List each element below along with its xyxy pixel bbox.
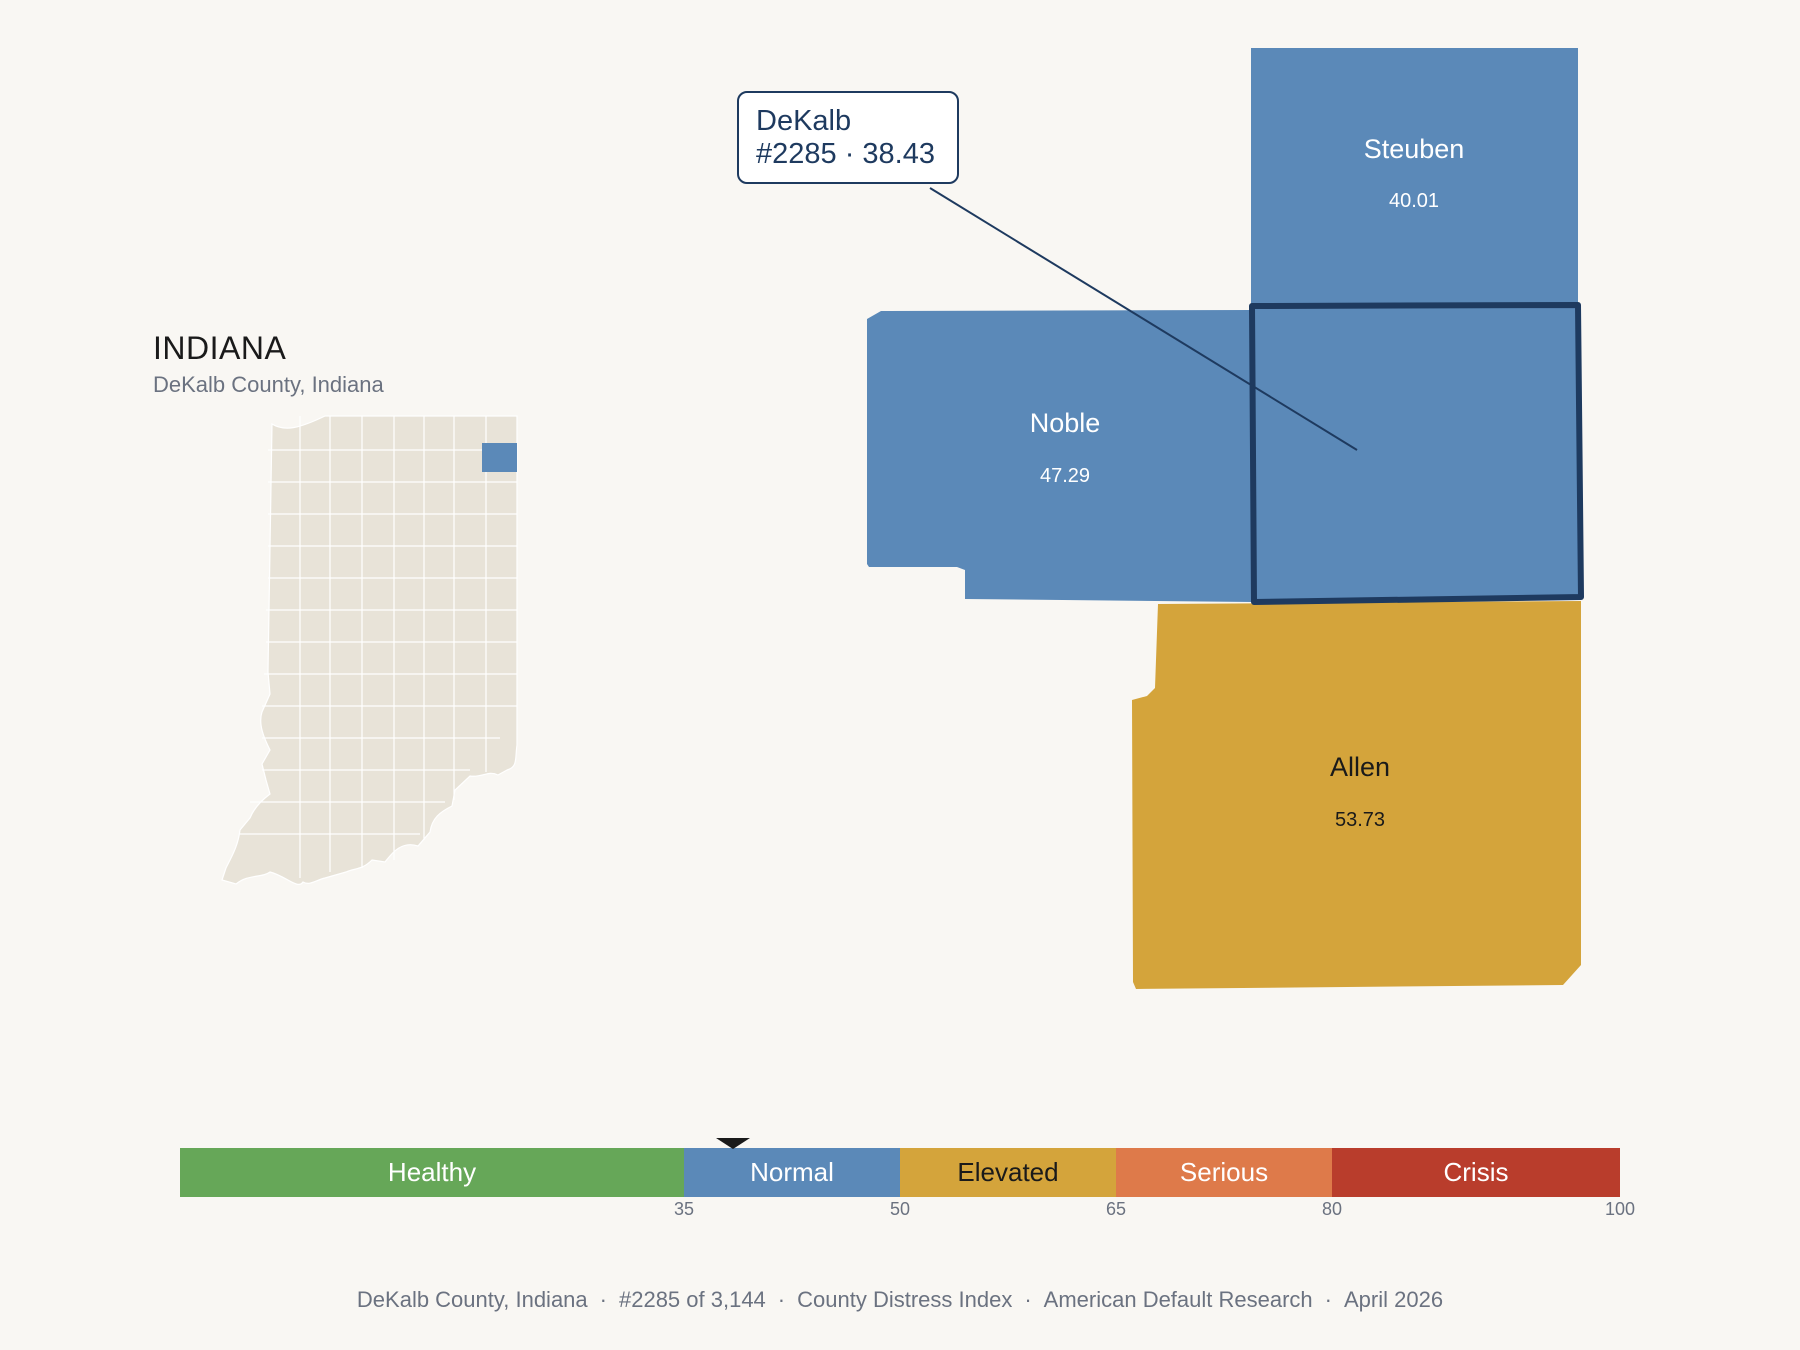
scale-tick-50: 50: [889, 1199, 911, 1219]
steuben-value: 40.01: [1389, 190, 1439, 212]
county-steuben[interactable]: [1251, 48, 1578, 306]
dekalb-highlight-outline: [1249, 302, 1584, 605]
county-borders: [240, 416, 517, 878]
footer-location: DeKalb County, Indiana: [356, 1287, 588, 1312]
allen-label: Allen: [1330, 752, 1390, 782]
scale-marker-triangle: [716, 1138, 751, 1149]
footer-source: American Default Research: [1043, 1287, 1313, 1312]
callout-county-name: DeKalb: [756, 105, 852, 137]
county-labels: Steuben 40.01 Noble 47.29 Allen 53.73: [1030, 134, 1465, 831]
callout-leader-line: [929, 187, 1358, 451]
scale-tick-35: 35: [673, 1199, 695, 1219]
footer-credits: DeKalb County, Indiana · #2285 of 3,144 · Co…: [356, 1287, 1444, 1312]
footer-index-name: County Distress Index: [797, 1287, 1013, 1312]
scale-tick-65: 65: [1105, 1199, 1127, 1219]
state-subtitle: DeKalb County, Indiana: [153, 372, 384, 397]
noble-label: Noble: [1030, 408, 1101, 438]
allen-value: 53.73: [1335, 809, 1385, 831]
scale-segment-healthy: Healthy: [180, 1148, 684, 1197]
scale-tick-80: 80: [1321, 1199, 1343, 1219]
noble-value: 47.29: [1040, 465, 1090, 487]
counties-layer: [867, 48, 1584, 989]
scale-segment-elevated: Elevated: [900, 1148, 1116, 1197]
state-outline: [221, 415, 518, 885]
footer-date: April 2026: [1344, 1287, 1444, 1312]
scale-segment-crisis: Crisis: [1332, 1148, 1620, 1197]
county-dekalb[interactable]: [1252, 305, 1581, 602]
state-inset-map: [221, 415, 518, 885]
scale-segment-normal: Normal: [684, 1148, 900, 1197]
scale-tick-100: 100: [1604, 1199, 1636, 1219]
callout-rank-value: #2285 · 38.43: [756, 138, 935, 170]
county-noble[interactable]: [867, 310, 1252, 602]
county-allen[interactable]: [1132, 601, 1581, 989]
state-title: INDIANA: [153, 330, 287, 366]
scale-segment-serious: Serious: [1116, 1148, 1332, 1197]
steuben-label: Steuben: [1364, 134, 1465, 164]
footer-rank: #2285 of 3,144: [618, 1287, 766, 1312]
dekalb-inset-highlight: [482, 443, 517, 472]
county-callout: DeKalb #2285 · 38.43: [737, 91, 959, 184]
